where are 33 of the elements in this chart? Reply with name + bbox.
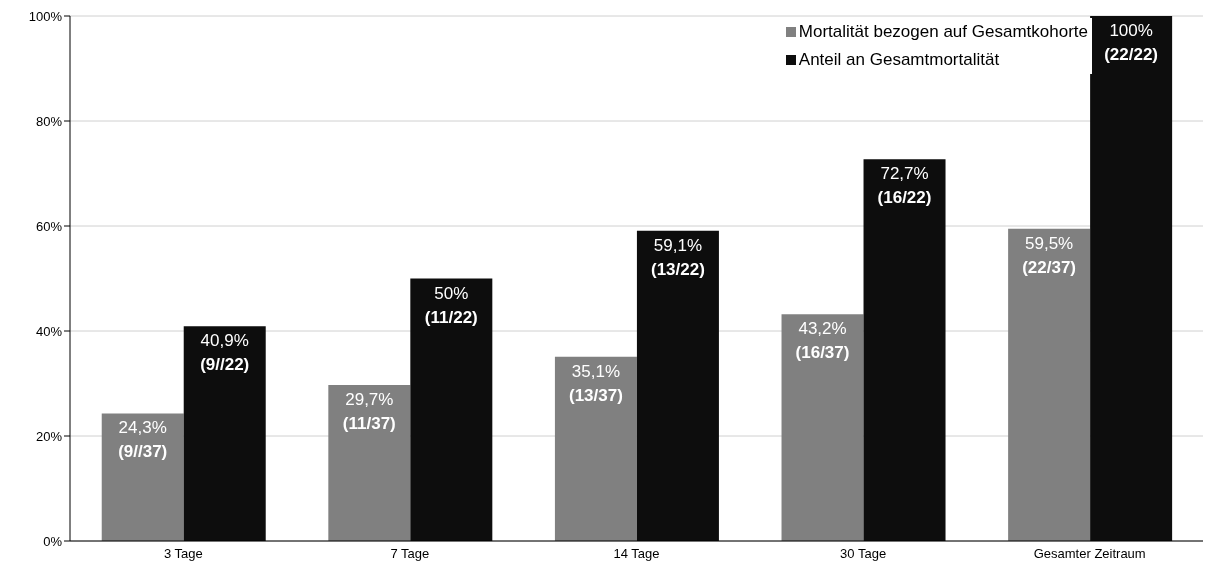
data-label: 59,5% (22/37) bbox=[1022, 233, 1077, 277]
x-tick-label: 30 Tage bbox=[840, 546, 887, 562]
bar bbox=[554, 356, 637, 541]
data-label: 24,3% (9//37) bbox=[118, 418, 168, 462]
data-label: 35,1% (13/37) bbox=[568, 361, 623, 405]
bar bbox=[1008, 228, 1091, 541]
data-label: 72,7% (16/22) bbox=[877, 164, 932, 208]
data-label: 43,2% (16/37) bbox=[795, 319, 850, 363]
x-tick-label: 14 Tage bbox=[613, 546, 660, 562]
legend-label: Mortalität bezogen auf Gesamtkohorte bbox=[798, 21, 1088, 43]
bar bbox=[328, 385, 411, 541]
data-label: 50% (11/22) bbox=[424, 283, 478, 327]
y-tick-label: 0% bbox=[43, 533, 63, 549]
y-tick-label: 100% bbox=[28, 8, 63, 24]
data-label: 59,1% (13/22) bbox=[650, 235, 705, 279]
bar bbox=[410, 278, 493, 541]
data-label: 100% (22/22) bbox=[1104, 21, 1159, 64]
y-tick-label: 20% bbox=[35, 428, 63, 444]
bar bbox=[183, 326, 266, 541]
x-tick-label: Gesamter Zeitraum bbox=[1033, 546, 1146, 562]
x-tick-label: 7 Tage bbox=[390, 546, 430, 562]
legend-label: Anteil an Gesamtmortalität bbox=[798, 49, 1000, 71]
y-tick-label: 60% bbox=[35, 218, 63, 234]
bar bbox=[781, 314, 864, 541]
x-tick-label: 3 Tage bbox=[163, 546, 203, 562]
y-tick-label: 40% bbox=[35, 323, 63, 339]
bar bbox=[863, 159, 946, 541]
bar bbox=[101, 413, 184, 541]
y-tick-label: 80% bbox=[35, 113, 63, 129]
data-label: 29,7% (11/37) bbox=[342, 390, 396, 434]
data-label: 40,9% (9//22) bbox=[200, 331, 250, 375]
bar bbox=[1090, 16, 1173, 541]
bar bbox=[636, 230, 719, 541]
